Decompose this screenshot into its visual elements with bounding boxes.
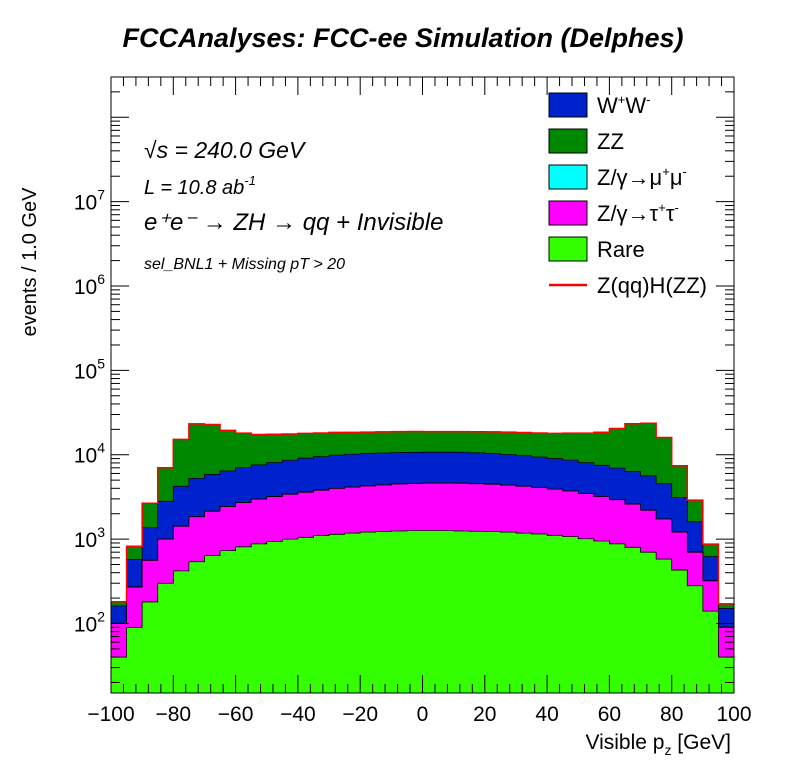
y-tick-label: 107 [74,187,105,215]
chart-title: FCCAnalyses: FCC-ee Simulation (Delphes) [122,23,683,53]
legend-swatch [548,164,588,190]
x-tick-label: −80 [155,703,191,726]
legend-label: ZZ [597,129,624,154]
x-tick-label: −20 [342,703,378,726]
x-tick-label: 80 [660,703,683,726]
x-tick-label: 20 [473,703,496,726]
y-tick-label: 103 [74,524,105,552]
process-annotation: e⁺e⁻ → ZH → qq + Invisible [144,209,443,236]
stacked-histograms [110,422,735,694]
legend-swatch [548,200,588,226]
x-tick-label: 0 [417,703,429,726]
y-tick-label: 105 [74,355,105,383]
legend: W+W- ZZ Z/γ→μ+μ- Z/γ→τ+τ- Rare Z(qq)H(ZZ) [548,92,707,298]
x-tick-label: −100 [87,703,134,726]
sqrt-s-annotation: √s = 240.0 GeV [144,137,307,163]
legend-swatch [548,92,588,118]
legend-swatch [548,128,588,154]
y-tick-label: 106 [74,271,105,299]
x-tick-label: 100 [716,703,751,726]
axis-ticks: −100 −80 −60 −40 −20 0 20 40 60 80 100 102 103 104 105… [74,76,752,726]
x-tick-label: −60 [218,703,254,726]
y-tick-label: 104 [74,440,105,468]
legend-swatch [548,236,588,262]
lumi-annotation: L = 10.8 ab-1 [144,173,256,199]
legend-label: Z(qq)H(ZZ) [597,273,707,298]
series-area-0 [110,530,735,694]
y-tick-label: 102 [74,608,105,636]
legend-label: W+W- [597,92,650,118]
legend-label: Rare [597,237,645,262]
y-axis-label: events / 1.0 GeV [19,187,41,337]
plot-area: −100 −80 −60 −40 −20 0 20 40 60 80 100 102 103 104 105… [74,76,752,726]
annotations: √s = 240.0 GeV L = 10.8 ab-1 e⁺e⁻ → ZH →… [144,137,443,273]
x-tick-label: 40 [535,703,558,726]
signal-line [111,422,734,605]
x-tick-label: 60 [598,703,621,726]
x-tick-label: −40 [280,703,316,726]
x-axis-label: Visible pz [GeV] [585,731,731,758]
legend-label: Z/γ→τ+τ- [597,200,679,226]
legend-label: Z/γ→μ+μ- [597,164,687,190]
selection-annotation: sel_BNL1 + Missing pT > 20 [144,256,345,273]
